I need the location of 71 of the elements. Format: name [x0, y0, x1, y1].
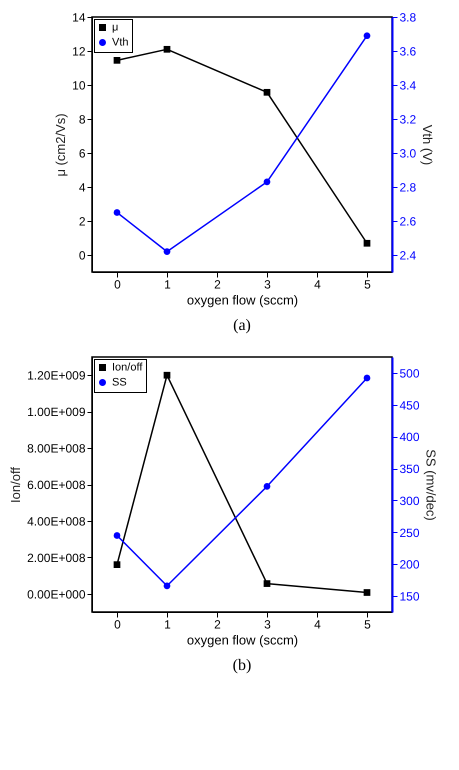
x-tick-label: 2	[214, 618, 222, 632]
text: (a)	[233, 317, 251, 334]
text: (b)	[232, 657, 252, 674]
y-axis-title: μ (cm2/Vs)	[53, 113, 68, 177]
y2-tick-label: 350	[400, 462, 420, 476]
y2-tick-label: 3.8	[400, 10, 417, 24]
point	[264, 483, 270, 490]
y2-tick-label: 2.6	[400, 214, 417, 228]
y2-tick-label: 450	[400, 398, 420, 412]
y-tick-label: 4	[78, 180, 86, 194]
point	[364, 32, 370, 40]
x-tick-label: 0	[114, 278, 122, 292]
y2-tick-label: 2.4	[400, 248, 417, 262]
point	[114, 56, 120, 64]
y-tick-label: 12	[72, 44, 86, 58]
y-tick-label: 6	[78, 146, 86, 160]
x-tick-label: 1	[164, 618, 172, 632]
point	[164, 372, 170, 379]
point	[264, 88, 270, 96]
point	[364, 240, 370, 247]
y2-tick-label: 2.8	[400, 180, 417, 194]
y-tick-label: 2.00E+008	[27, 550, 86, 565]
point	[164, 46, 170, 53]
y-tick-label: 2	[78, 214, 86, 228]
y-tick-label: 0	[78, 248, 86, 262]
y2-tick-label: 3.6	[400, 44, 417, 58]
legend-label: Vth	[112, 36, 129, 48]
y-tick-label: 0.00E+000	[27, 587, 86, 602]
y2-tick-label: 500	[400, 366, 420, 380]
point	[164, 582, 170, 590]
point	[264, 580, 270, 587]
y-tick-label: 10	[72, 78, 86, 92]
y2-tick-label: 3.2	[400, 112, 417, 126]
y2-axis-title: Vth (V)	[420, 124, 436, 166]
x-axis-title: oxygen flow (sccm)	[186, 292, 298, 308]
y-tick-label: 1.20E+009	[27, 368, 86, 383]
y2-tick-label: 300	[400, 494, 420, 508]
point	[264, 178, 270, 186]
y2-tick-label: 150	[400, 590, 420, 604]
legend-label: SS	[112, 376, 127, 388]
y2-tick-label: 200	[400, 558, 420, 572]
y-tick-label: 4.00E+008	[27, 514, 86, 528]
x-tick-label: 1	[164, 278, 172, 292]
x-tick-label: 3	[264, 278, 272, 292]
point	[114, 561, 120, 568]
y-tick-label: 14	[72, 10, 86, 24]
point	[364, 374, 370, 382]
y2-tick-label: 3.0	[400, 146, 417, 160]
x-tick-label: 4	[314, 278, 322, 292]
x-tick-label: 5	[364, 278, 372, 292]
point	[114, 532, 120, 539]
point	[164, 248, 170, 255]
y-tick-label: 8.00E+008	[27, 442, 86, 456]
x-tick-label: 2	[214, 278, 222, 292]
x-axis-title: oxygen flow (sccm)	[186, 632, 298, 648]
y-axis-title: Ion/off	[8, 466, 24, 503]
y-tick-label: 8	[78, 112, 86, 126]
x-tick-label: 3	[264, 618, 272, 632]
legend-label: μ	[112, 22, 118, 34]
y2-tick-label: 250	[400, 526, 420, 540]
y-tick-label: 1.00E+009	[27, 405, 86, 420]
x-tick-label: 0	[114, 618, 122, 632]
x-tick-label: 5	[364, 618, 372, 632]
x-tick-label: 4	[314, 618, 322, 632]
y2-tick-label: 400	[400, 430, 420, 444]
point	[114, 209, 120, 216]
y2-tick-label: 3.4	[400, 78, 417, 92]
point	[364, 589, 370, 596]
y-tick-label: 6.00E+008	[27, 478, 86, 492]
legend-label: Ion/off	[112, 362, 144, 374]
y2-axis-title: SS (mv/dec)	[424, 449, 439, 521]
